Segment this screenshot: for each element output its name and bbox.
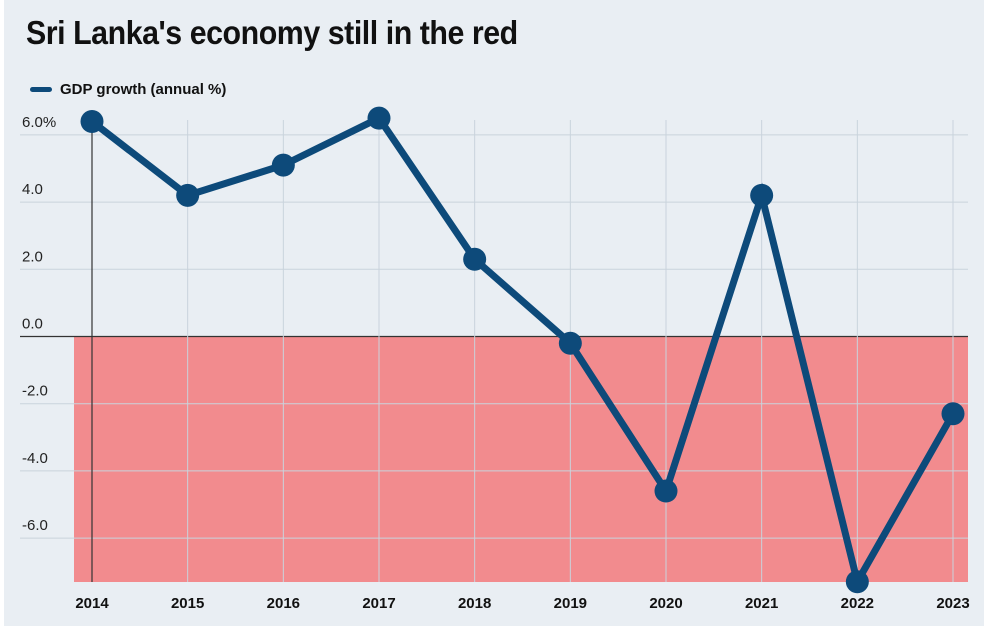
data-point <box>558 331 582 355</box>
x-tick-label: 2023 <box>936 595 969 612</box>
x-tick-label: 2015 <box>171 595 204 612</box>
x-tick-label: 2020 <box>649 595 682 612</box>
x-tick-label: 2017 <box>362 595 395 612</box>
y-tick-label: -2.0 <box>22 383 48 400</box>
x-axis-ticks: 2014 2015 2016 2017 2018 2019 2020 2021 2022 2023 <box>75 595 969 612</box>
data-point <box>750 183 774 207</box>
legend-label: GDP growth (annual %) <box>60 80 227 98</box>
y-tick-label: -6.0 <box>22 517 48 534</box>
y-tick-label: 2.0 <box>22 248 43 265</box>
negative-region-layer <box>74 336 968 582</box>
series-layer <box>80 106 965 594</box>
series-line <box>88 113 957 592</box>
y-axis-ticks: 6.0% 4.0 2.0 0.0 -2.0 -4.0 -6.0 <box>22 114 56 534</box>
data-point <box>80 109 104 133</box>
negative-region <box>74 336 968 582</box>
x-tick-label: 2019 <box>554 595 587 612</box>
data-point <box>463 247 487 271</box>
data-point <box>176 183 200 207</box>
x-tick-label: 2016 <box>267 595 300 612</box>
x-tick-label: 2018 <box>458 595 491 612</box>
data-point <box>654 479 678 503</box>
chart-title: Sri Lanka's economy still in the red <box>26 14 518 51</box>
data-point <box>367 106 391 130</box>
legend: GDP growth (annual %) <box>30 79 226 99</box>
y-tick-label: 4.0 <box>22 181 43 198</box>
data-point <box>271 153 295 177</box>
data-point <box>941 402 965 426</box>
legend-swatch <box>30 86 52 92</box>
y-tick-label: 0.0 <box>22 316 43 333</box>
data-point <box>845 570 869 594</box>
y-tick-label: -4.0 <box>22 450 48 467</box>
grid-layer <box>20 120 968 582</box>
x-tick-label: 2014 <box>75 595 109 612</box>
x-tick-label: 2021 <box>745 595 778 612</box>
x-tick-label: 2022 <box>841 595 874 612</box>
y-tick-label: 6.0% <box>22 114 56 131</box>
